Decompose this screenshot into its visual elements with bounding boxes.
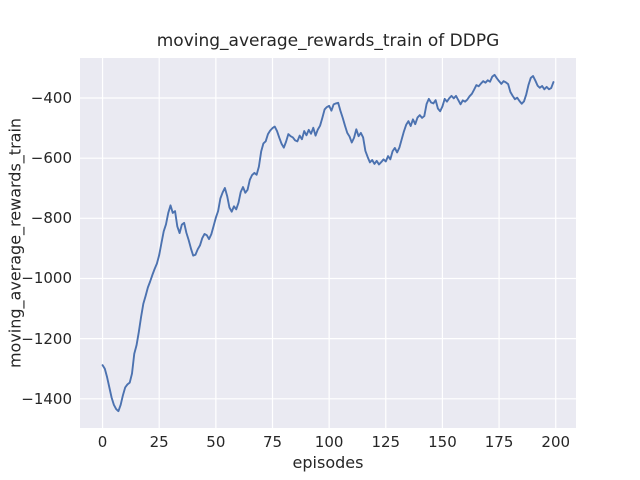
x-tick-label: 150: [428, 433, 457, 451]
y-tick-label: −400: [30, 89, 72, 107]
chart-title: moving_average_rewards_train of DDPG: [156, 31, 500, 51]
y-tick-label: −600: [30, 149, 72, 168]
plot-canvas: [80, 58, 576, 428]
y-axis-label: moving_average_rewards_train: [5, 117, 25, 369]
x-tick-label: 175: [484, 433, 514, 451]
series-line: [101, 73, 555, 413]
y-tick-label: −800: [30, 209, 72, 228]
x-axis-label: episodes: [292, 453, 364, 472]
x-tick-label: 0: [97, 433, 108, 451]
x-tick-label: 50: [206, 433, 226, 451]
y-tick-label: −1200: [21, 329, 72, 348]
y-tick-label: −1400: [21, 389, 72, 408]
x-tick-label: 200: [541, 433, 571, 451]
x-tick-label: 75: [262, 433, 283, 451]
plot-area: [80, 58, 576, 428]
y-tick-label: −1000: [21, 269, 72, 288]
x-tick-label: 25: [149, 433, 169, 451]
x-tick-label: 125: [371, 433, 401, 451]
x-tick-label: 100: [314, 433, 344, 451]
